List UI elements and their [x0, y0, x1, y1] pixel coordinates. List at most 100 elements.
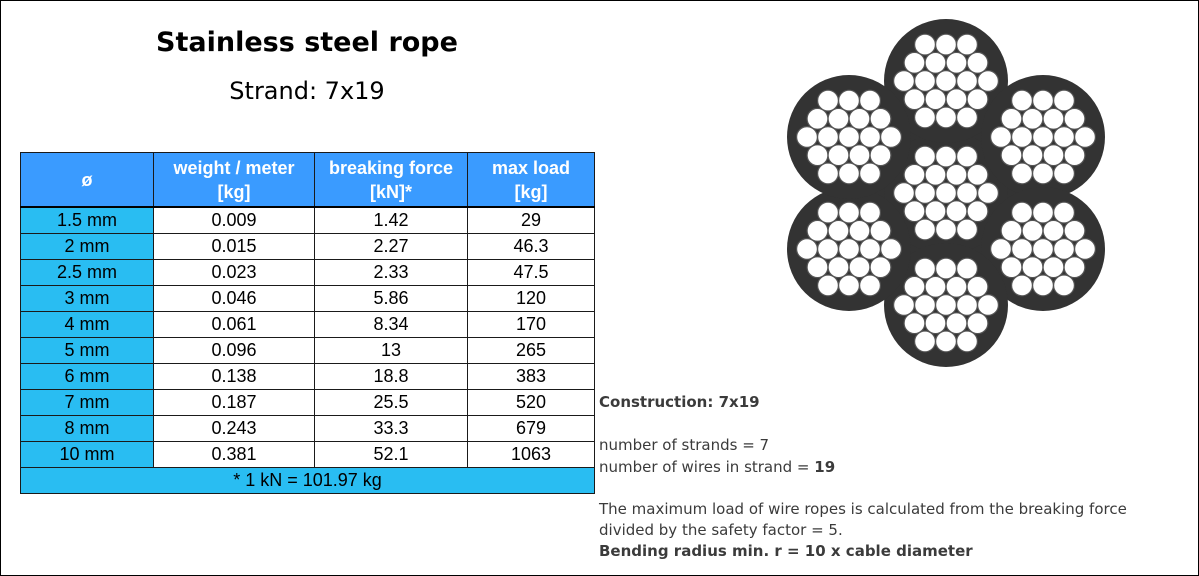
wire	[827, 107, 850, 130]
wire	[966, 88, 989, 111]
cell-diameter: 1.5 mm	[20, 206, 154, 234]
wire	[1032, 201, 1055, 224]
wire	[935, 218, 958, 241]
table-header-row: ø weight / meter [kg] breaking force [kN]*…	[20, 152, 595, 208]
table-row: 8 mm 0.243 33.3 679	[20, 415, 595, 442]
page-title: Stainless steel rope	[156, 27, 458, 58]
cell-diameter: 8 mm	[20, 415, 154, 442]
wire	[837, 274, 860, 297]
table-footnote: * 1 kN = 101.97 kg	[20, 467, 595, 494]
cell-weight: 0.187	[153, 389, 315, 416]
wire	[977, 182, 1000, 205]
wire	[956, 145, 979, 168]
cell-weight: 0.138	[153, 363, 315, 390]
cell-max-load: 47.5	[467, 259, 595, 286]
max-load-explanation-line2: divided by the safety factor = 5.	[599, 521, 843, 539]
wire	[935, 330, 958, 353]
wire	[837, 238, 860, 261]
cell-diameter: 6 mm	[20, 363, 154, 390]
cell-max-load: 520	[467, 389, 595, 416]
wire	[935, 106, 958, 129]
cell-diameter: 7 mm	[20, 389, 154, 416]
wire	[869, 107, 892, 130]
wire	[827, 144, 850, 167]
cell-breaking-force: 25.5	[314, 389, 468, 416]
cell-weight: 0.046	[153, 285, 315, 312]
wire	[945, 312, 968, 335]
wire	[1053, 201, 1076, 224]
wire	[903, 200, 926, 223]
wire	[924, 312, 947, 335]
wire	[848, 107, 871, 130]
strands-count: number of strands = 7	[599, 436, 770, 454]
table-row: 6 mm 0.138 18.8 383	[20, 363, 595, 390]
wire	[977, 69, 1000, 92]
column-header-max-load: max load [kg]	[467, 152, 595, 208]
wire	[935, 294, 958, 317]
wire	[1053, 89, 1076, 112]
wire	[827, 256, 850, 279]
cell-breaking-force: 2.27	[314, 233, 468, 260]
wire	[1011, 201, 1034, 224]
wire	[1053, 125, 1076, 148]
cell-weight: 0.243	[153, 415, 315, 442]
wire	[1042, 144, 1065, 167]
table-footnote-row: * 1 kN = 101.97 kg	[20, 467, 595, 494]
wire	[1011, 89, 1034, 112]
wire	[977, 294, 1000, 317]
column-header-diameter: ø	[20, 152, 154, 208]
wire	[1032, 162, 1055, 185]
wire	[1063, 219, 1086, 242]
cell-weight: 0.009	[153, 206, 315, 234]
wire	[858, 238, 881, 261]
cell-diameter: 2.5 mm	[20, 259, 154, 286]
wire	[924, 163, 947, 186]
wire	[892, 69, 915, 92]
wire	[1032, 125, 1055, 148]
bending-radius-note: Bending radius min. r = 10 x cable diame…	[599, 542, 973, 560]
wire	[914, 257, 937, 280]
table-row: 10 mm 0.381 52.1 1063	[20, 441, 595, 468]
wire	[837, 125, 860, 148]
wire	[903, 275, 926, 298]
wire	[796, 238, 818, 261]
wire	[945, 163, 968, 186]
table-row: 4 mm 0.061 8.34 170	[20, 311, 595, 338]
wire	[903, 51, 926, 74]
cell-max-load: 265	[467, 337, 595, 364]
cell-breaking-force: 2.33	[314, 259, 468, 286]
wire	[945, 88, 968, 111]
table-row: 7 mm 0.187 25.5 520	[20, 389, 595, 416]
cell-breaking-force: 5.86	[314, 285, 468, 312]
wire	[879, 125, 902, 148]
wire	[848, 256, 871, 279]
cell-breaking-force: 13	[314, 337, 468, 364]
cell-diameter: 4 mm	[20, 311, 154, 338]
wire	[858, 89, 881, 112]
cell-breaking-force: 52.1	[314, 441, 468, 468]
wire	[914, 294, 937, 317]
wire	[1032, 274, 1055, 297]
wire	[956, 69, 979, 92]
wire	[1011, 238, 1034, 261]
cell-weight: 0.015	[153, 233, 315, 260]
wire	[935, 69, 958, 92]
wire	[892, 294, 915, 317]
cell-max-load: 46.3	[467, 233, 595, 260]
cell-weight: 0.096	[153, 337, 315, 364]
wire	[903, 312, 926, 335]
wire	[869, 256, 892, 279]
cell-breaking-force: 1.42	[314, 206, 468, 234]
column-header-breaking-force: breaking force [kN]*	[314, 152, 468, 208]
wire	[914, 69, 937, 92]
wire	[879, 238, 902, 261]
wire	[1000, 144, 1023, 167]
wire	[945, 200, 968, 223]
wire	[945, 275, 968, 298]
wire	[903, 88, 926, 111]
wire	[858, 162, 881, 185]
wire	[935, 182, 958, 205]
wire	[869, 144, 892, 167]
wire	[858, 201, 881, 224]
cell-breaking-force: 18.8	[314, 363, 468, 390]
